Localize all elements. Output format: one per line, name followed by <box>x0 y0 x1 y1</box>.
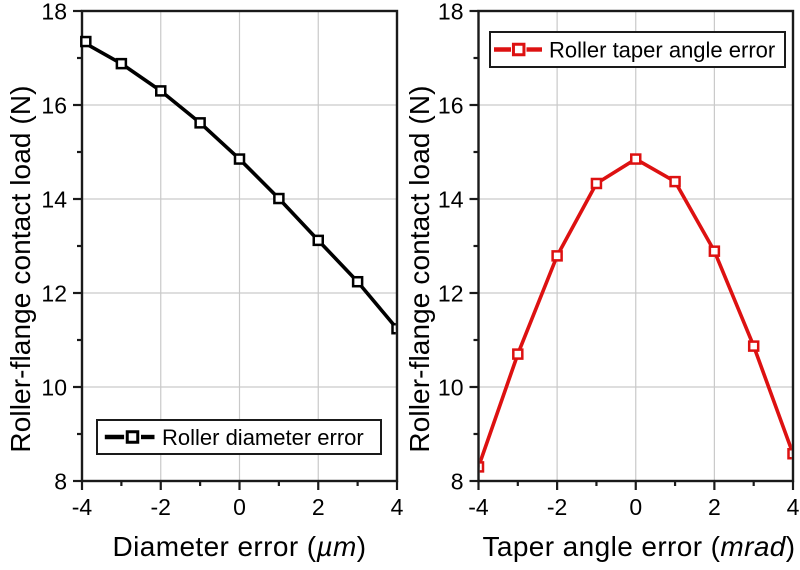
svg-text:Taper angle error (mrad): Taper angle error (mrad) <box>482 531 795 562</box>
svg-text:12: 12 <box>438 280 464 306</box>
svg-text:-2: -2 <box>547 494 567 520</box>
svg-text:0: 0 <box>629 494 642 520</box>
svg-text:16: 16 <box>41 92 67 118</box>
svg-text:-2: -2 <box>151 494 171 520</box>
svg-text:10: 10 <box>41 374 67 400</box>
svg-text:12: 12 <box>41 280 67 306</box>
svg-text:Roller taper angle error: Roller taper angle error <box>549 38 775 63</box>
svg-text:Roller diameter error: Roller diameter error <box>162 425 364 450</box>
svg-text:4: 4 <box>391 494 404 520</box>
svg-text:18: 18 <box>41 0 67 24</box>
svg-text:2: 2 <box>708 494 721 520</box>
svg-text:Roller-flange contact load (N): Roller-flange contact load (N) <box>404 85 435 452</box>
svg-text:16: 16 <box>438 92 464 118</box>
svg-text:-4: -4 <box>72 494 93 520</box>
svg-text:2: 2 <box>312 494 325 520</box>
svg-text:14: 14 <box>41 186 67 212</box>
svg-text:Roller-flange contact load (N): Roller-flange contact load (N) <box>5 85 36 452</box>
svg-text:8: 8 <box>54 468 67 494</box>
svg-text:0: 0 <box>233 494 246 520</box>
svg-text:18: 18 <box>438 0 464 24</box>
svg-text:4: 4 <box>787 494 800 520</box>
svg-text:14: 14 <box>438 186 464 212</box>
svg-text:-4: -4 <box>468 494 489 520</box>
svg-text:Diameter error (µm): Diameter error (µm) <box>113 531 367 562</box>
svg-text:8: 8 <box>451 468 464 494</box>
svg-text:10: 10 <box>438 374 464 400</box>
